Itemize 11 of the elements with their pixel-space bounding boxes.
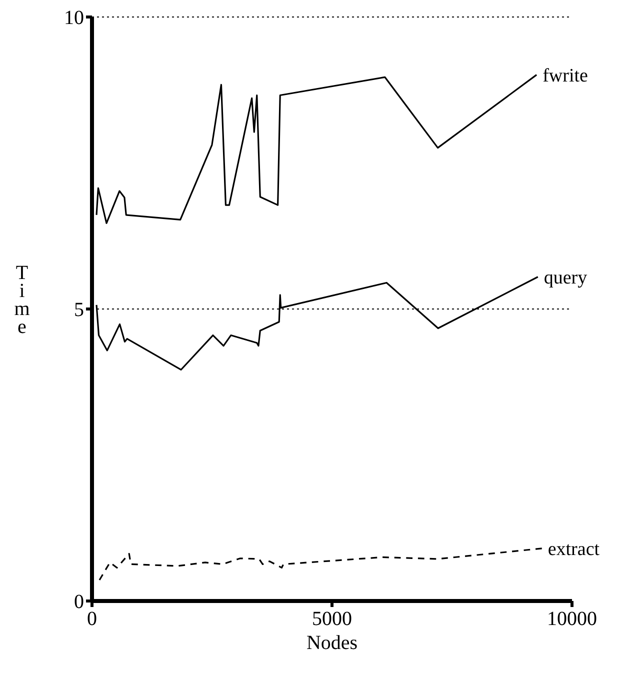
- x-axis-title: Nodes: [306, 632, 358, 654]
- series-label: query: [544, 268, 588, 289]
- y-axis-title: Time: [14, 262, 30, 338]
- y-tick-label: 5: [74, 299, 84, 321]
- series-label: extract: [548, 539, 600, 560]
- y-tick-label: 10: [64, 7, 84, 29]
- y-tick-label: 0: [74, 591, 84, 613]
- x-tick-label: 5000: [312, 608, 352, 630]
- line-series: [98, 548, 543, 581]
- series-label: fwrite: [542, 65, 588, 86]
- x-tick-label: 10000: [547, 608, 597, 630]
